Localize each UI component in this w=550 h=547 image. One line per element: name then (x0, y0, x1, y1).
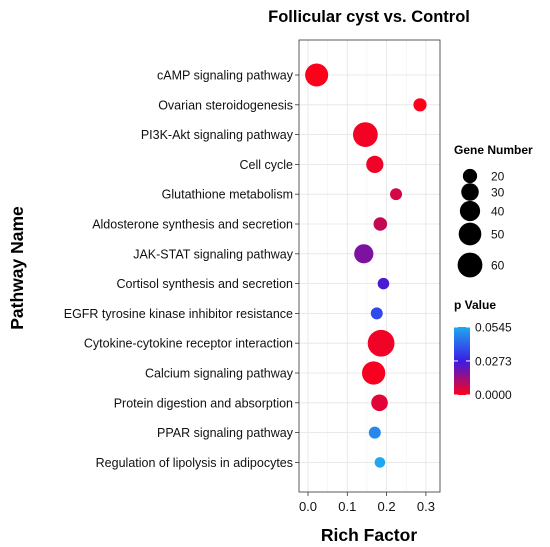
y-tick-label: Cortisol synthesis and secretion (117, 277, 294, 291)
color-legend: p Value 0.0545 0.0273 0.0000 (454, 298, 512, 402)
y-tick-label: Regulation of lipolysis in adipocytes (96, 456, 293, 470)
size-legend-label: 50 (491, 228, 505, 242)
y-tick-label: PI3K-Akt signaling pathway (141, 128, 294, 142)
y-tick-label: EGFR tyrosine kinase inhibitor resistanc… (64, 307, 293, 321)
chart-title: Follicular cyst vs. Control (268, 8, 470, 26)
x-tick-label: 0.3 (417, 499, 435, 514)
y-tick-label: Calcium signaling pathway (145, 367, 294, 381)
y-tick-labels: cAMP signaling pathway Ovarian steroidoge… (64, 69, 299, 470)
x-tick-label: 0.1 (338, 499, 356, 514)
y-tick-label: PPAR signaling pathway (157, 426, 294, 440)
size-legend-label: 40 (491, 205, 505, 219)
y-tick-label: JAK-STAT signaling pathway (133, 247, 294, 261)
y-tick-label: Ovarian steroidogenesis (158, 98, 293, 112)
size-legend-title: Gene Number (454, 143, 533, 157)
size-legend-key (462, 168, 478, 184)
y-tick-label: Protein digestion and absorption (114, 396, 293, 410)
data-point (374, 457, 386, 468)
data-point (368, 426, 381, 439)
data-point (305, 63, 329, 87)
color-legend-title: p Value (454, 298, 496, 312)
data-point (366, 155, 384, 174)
color-legend-label: 0.0273 (475, 354, 512, 368)
x-axis-label: Rich Factor (321, 525, 417, 545)
data-point (361, 361, 386, 385)
size-legend: Gene Number 20 30 40 50 60 (454, 143, 533, 278)
data-point (377, 277, 390, 290)
color-legend-label: 0.0545 (475, 321, 512, 335)
data-point (390, 188, 403, 201)
size-legend-key (458, 222, 482, 246)
size-legend-key (461, 183, 479, 201)
y-axis-label: Pathway Name (7, 206, 27, 330)
size-legend-label: 30 (491, 186, 505, 200)
data-point (373, 217, 388, 231)
data-point (371, 394, 388, 412)
data-points (305, 63, 427, 468)
y-tick-label: Cell cycle (240, 158, 294, 172)
color-legend-label: 0.0000 (475, 388, 512, 402)
y-tick-label: Aldosterone synthesis and secretion (92, 218, 293, 232)
x-ticks: 0.0 0.1 0.2 0.3 (299, 492, 435, 514)
data-point (352, 122, 378, 147)
y-tick-label: cAMP signaling pathway (157, 69, 294, 83)
color-legend-bar (454, 327, 470, 395)
size-legend-key (459, 200, 481, 222)
x-tick-label: 0.2 (378, 499, 396, 514)
data-point (354, 244, 374, 264)
x-tick-label: 0.0 (299, 499, 317, 514)
plot-panel-border (298, 39, 441, 493)
size-legend-label: 60 (491, 259, 505, 273)
y-tick-label: Cytokine-cytokine receptor interaction (84, 337, 293, 351)
data-point (413, 98, 427, 112)
data-point (367, 329, 395, 357)
data-point (370, 307, 383, 320)
size-legend-key (457, 252, 483, 278)
y-tick-label: Glutathione metabolism (162, 188, 293, 202)
size-legend-label: 20 (491, 170, 505, 184)
